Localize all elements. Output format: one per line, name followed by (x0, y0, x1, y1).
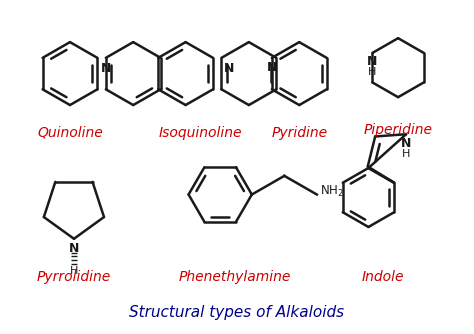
Text: N: N (401, 137, 411, 150)
Text: Piperidine: Piperidine (364, 123, 433, 137)
Text: H: H (402, 149, 410, 159)
Text: H: H (368, 67, 377, 77)
Text: Indole: Indole (362, 270, 404, 284)
Text: N: N (367, 55, 378, 68)
Text: Phenethylamine: Phenethylamine (179, 270, 291, 284)
Text: N: N (100, 62, 111, 75)
Text: Pyrrolidine: Pyrrolidine (37, 270, 111, 284)
Text: Isoquinoline: Isoquinoline (159, 126, 242, 140)
Text: Structural types of Alkaloids: Structural types of Alkaloids (129, 305, 345, 320)
Text: N: N (267, 61, 277, 74)
Text: NH$_2$: NH$_2$ (320, 184, 344, 199)
Text: N: N (69, 242, 79, 255)
Text: N: N (223, 62, 234, 75)
Text: H: H (70, 266, 78, 276)
Text: Quinoline: Quinoline (37, 126, 103, 140)
Text: Pyridine: Pyridine (271, 126, 328, 140)
